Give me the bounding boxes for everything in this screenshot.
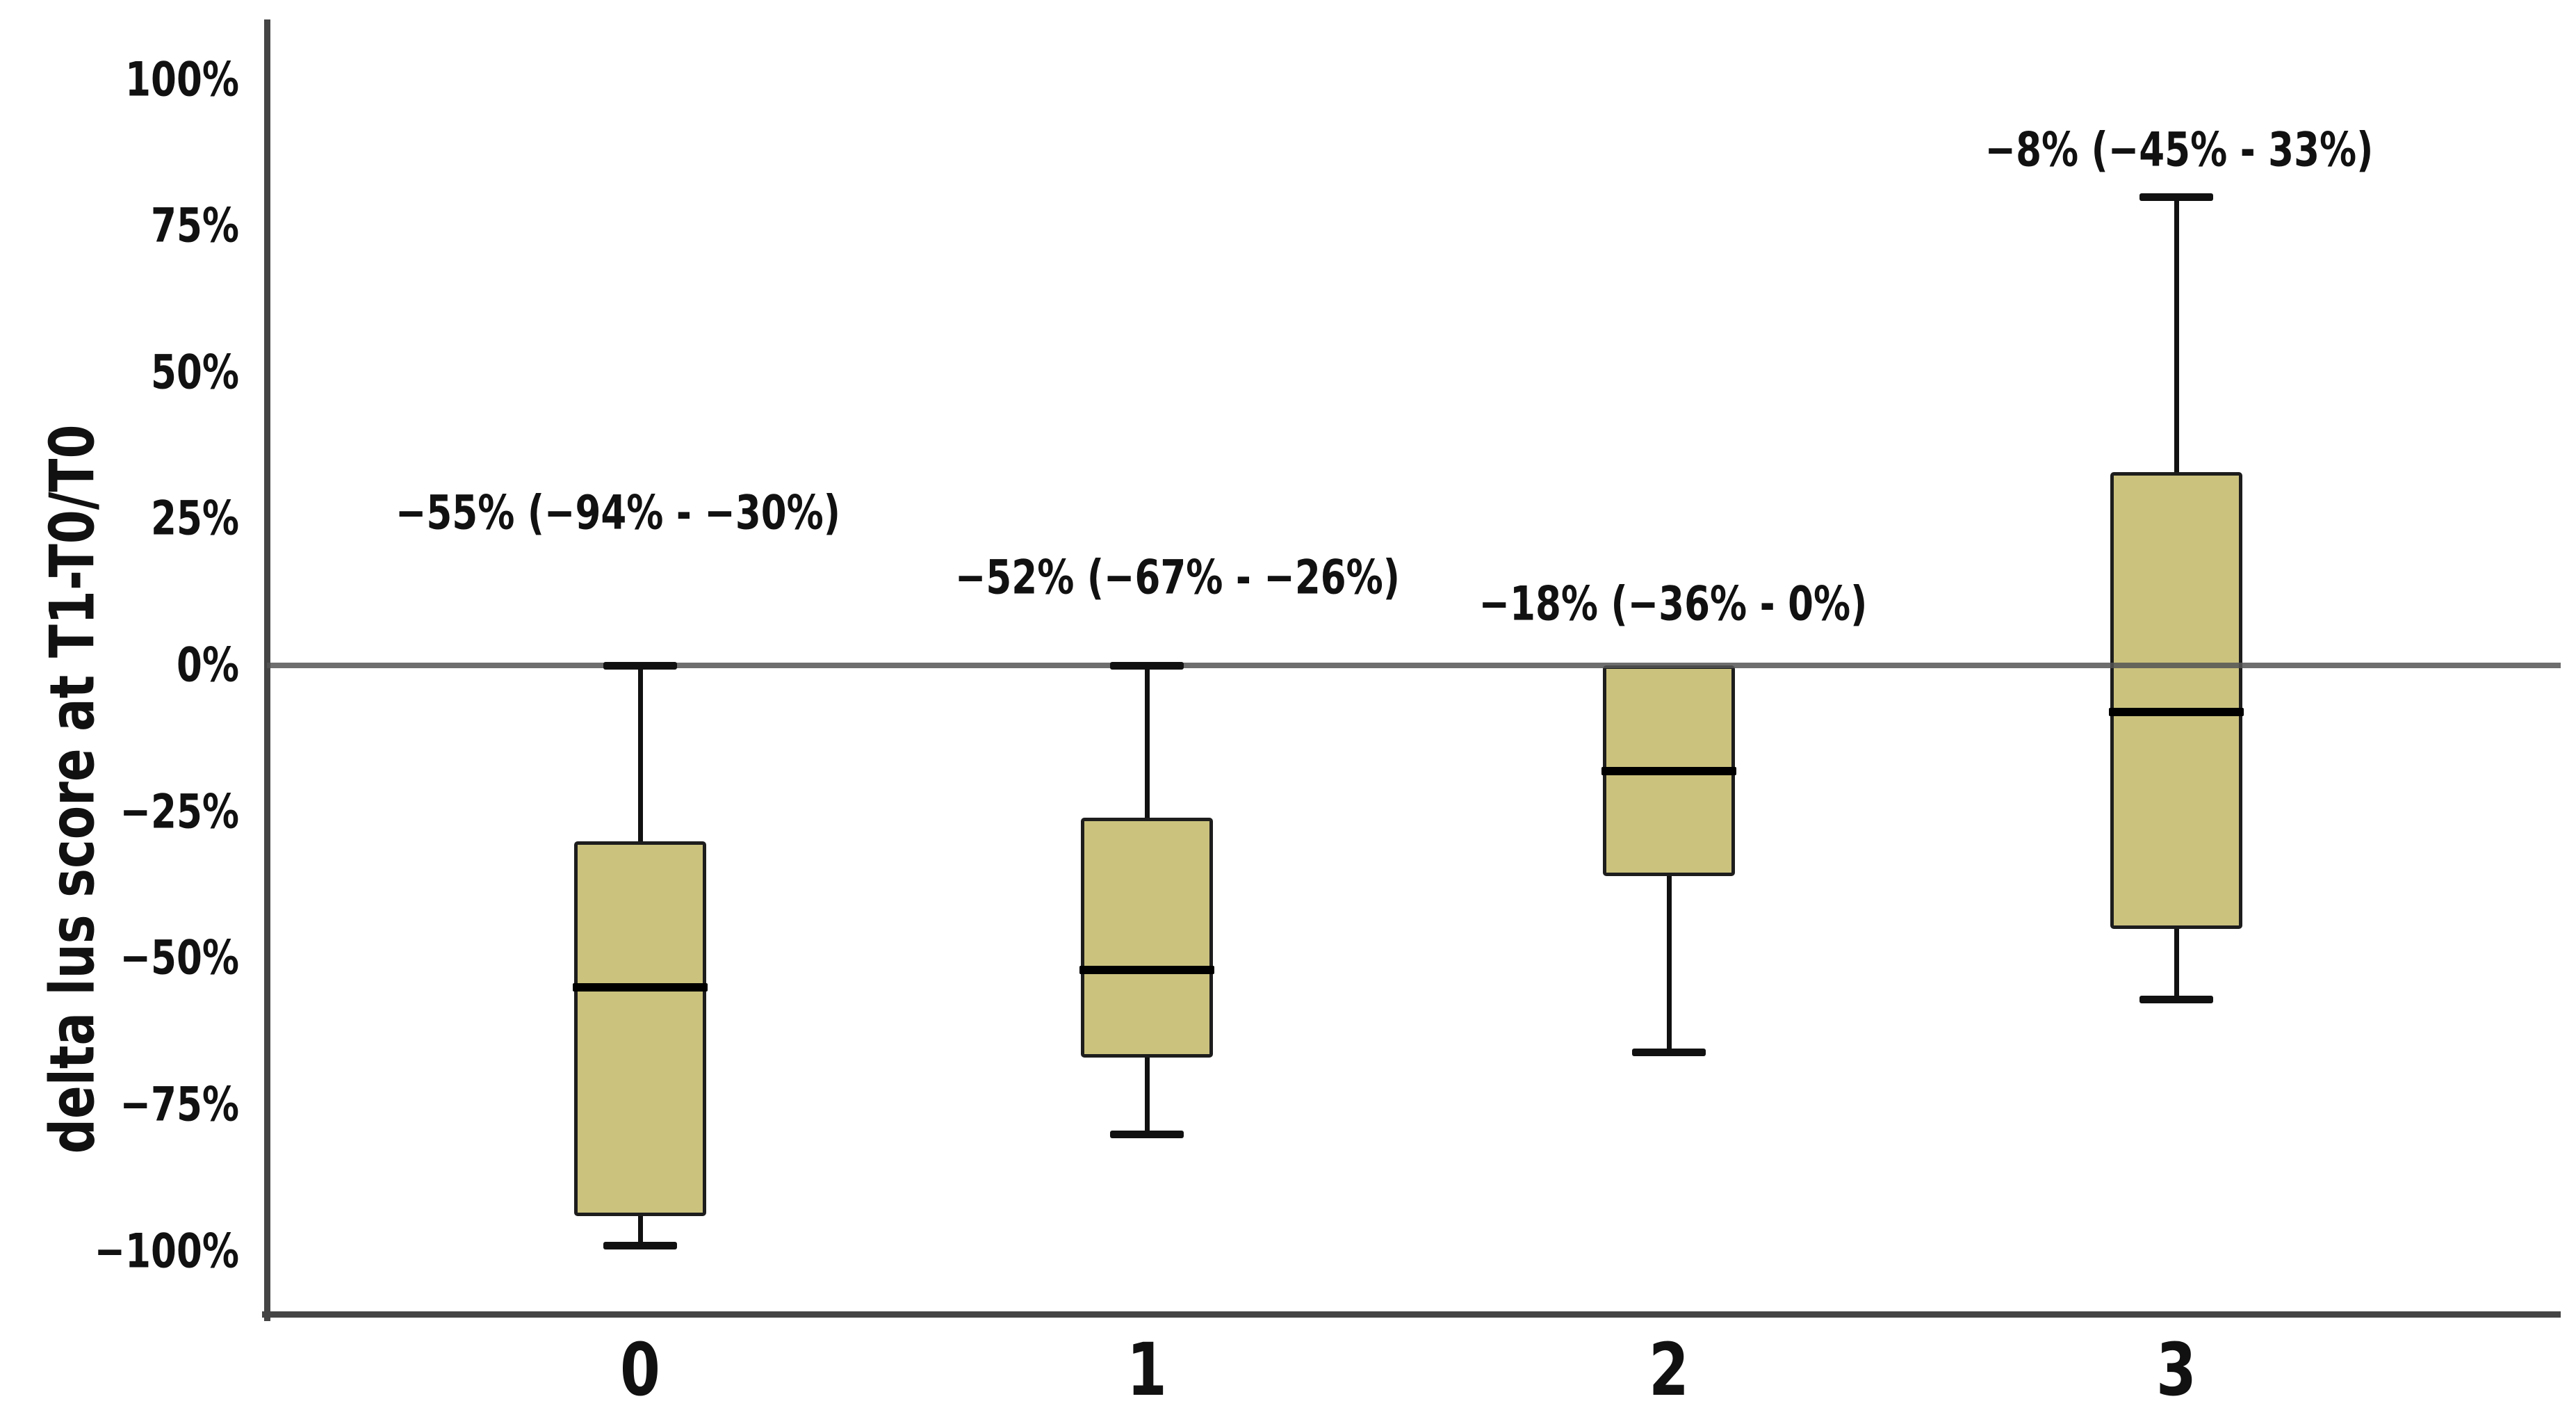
y-tick-label: −75% [120, 1077, 239, 1133]
zero-reference-line [267, 663, 2561, 668]
x-tick-label: 2 [1649, 1327, 1689, 1412]
box-annotation: −18% (−36% - 0%) [1478, 576, 1868, 632]
y-tick-label: 25% [151, 491, 239, 547]
lower-whisker-cap [1632, 1048, 1706, 1056]
lower-whisker-cap [603, 1241, 677, 1249]
y-tick-label: 50% [151, 345, 239, 400]
y-tick-label: 75% [151, 198, 239, 254]
y-tick-label: 100% [125, 52, 239, 107]
median-line [573, 983, 708, 992]
x-axis-line [262, 1311, 2561, 1318]
median-line [1601, 766, 1736, 775]
y-tick-label: −50% [120, 930, 239, 986]
median-line [2109, 708, 2244, 717]
boxplot-box [1081, 818, 1213, 1058]
boxplot-box [574, 841, 706, 1216]
lower-whisker-stem [637, 1215, 643, 1246]
upper-whisker-stem [637, 665, 643, 841]
upper-whisker-stem [2174, 197, 2179, 472]
lower-whisker-stem [2174, 929, 2179, 1000]
lower-whisker-cap [2139, 995, 2213, 1003]
y-tick-label: −100% [94, 1224, 239, 1279]
lower-whisker-stem [1666, 876, 1672, 1053]
y-axis-title: delta lus score at T1-T0/T0 [36, 424, 108, 1154]
lower-whisker-stem [1144, 1058, 1150, 1134]
y-tick-label: −25% [120, 784, 239, 840]
box-annotation: −52% (−67% - −26%) [954, 550, 1401, 606]
upper-whisker-cap [2139, 193, 2213, 201]
box-annotation: −55% (−94% - −30%) [395, 485, 841, 541]
y-tick-label: 0% [176, 638, 239, 693]
y-axis-line [264, 19, 270, 1321]
lower-whisker-cap [1110, 1130, 1184, 1138]
boxplot-box [2110, 471, 2242, 930]
upper-whisker-cap [1110, 661, 1184, 670]
x-tick-label: 3 [2156, 1327, 2196, 1412]
median-line [1079, 966, 1214, 975]
box-annotation: −8% (−45% - 33%) [1984, 122, 2374, 178]
x-tick-label: 1 [1127, 1327, 1167, 1412]
x-tick-label: 0 [620, 1327, 660, 1412]
upper-whisker-stem [1144, 665, 1150, 818]
upper-whisker-cap [603, 661, 677, 670]
